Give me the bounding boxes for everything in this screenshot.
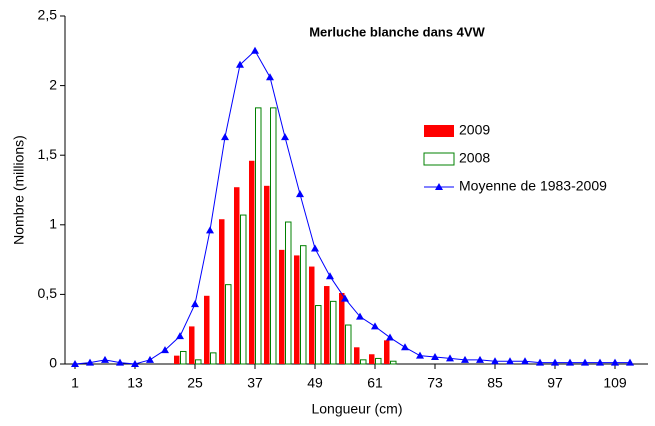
- line: [74, 50, 630, 365]
- marker: [191, 300, 199, 308]
- marker: [281, 133, 289, 141]
- marker: [371, 322, 379, 330]
- bar: [210, 352, 217, 365]
- bar: [255, 107, 262, 365]
- chart-title: Merluche blanche dans 4VW: [309, 24, 485, 39]
- bar: [249, 160, 255, 364]
- marker: [356, 312, 364, 320]
- bar: [369, 354, 375, 364]
- marker: [176, 332, 184, 340]
- x-tick-label: 61: [367, 375, 383, 391]
- bar: [330, 300, 337, 365]
- y-tick-label: 0,5: [38, 285, 58, 301]
- marker: [206, 226, 214, 234]
- marker: [86, 358, 94, 366]
- legend-label: Moyenne de 1983-2009: [459, 178, 607, 194]
- bar: [264, 185, 270, 364]
- marker: [416, 351, 424, 359]
- marker: [251, 46, 259, 54]
- bar: [189, 326, 195, 364]
- legend-swatch: [424, 125, 454, 137]
- x-tick-label: 37: [247, 375, 263, 391]
- y-tick-label: 1: [49, 216, 57, 232]
- bar: [180, 350, 187, 365]
- marker: [311, 244, 319, 252]
- bar: [390, 360, 397, 365]
- marker: [626, 358, 634, 366]
- legend-label: 2008: [459, 150, 490, 166]
- x-tick-label: 85: [487, 375, 503, 391]
- bar: [195, 359, 202, 365]
- x-tick-label: 13: [127, 375, 143, 391]
- marker: [566, 358, 574, 366]
- marker: [551, 358, 559, 366]
- marker: [266, 73, 274, 81]
- x-tick-label: 97: [547, 375, 563, 391]
- marker: [221, 133, 229, 141]
- marker: [491, 357, 499, 365]
- marker: [476, 355, 484, 363]
- bar: [219, 219, 225, 364]
- bar: [315, 305, 322, 365]
- marker: [611, 358, 619, 366]
- marker: [386, 333, 394, 341]
- bar: [300, 245, 307, 365]
- bar: [384, 340, 390, 364]
- marker: [581, 358, 589, 366]
- marker: [131, 360, 139, 367]
- marker: [341, 294, 349, 302]
- y-tick-label: 1,5: [38, 146, 58, 162]
- y-tick-label: 0: [49, 355, 57, 371]
- bar: [339, 293, 345, 364]
- bar: [360, 359, 367, 365]
- marker: [296, 190, 304, 198]
- marker: [431, 353, 439, 361]
- bar: [294, 255, 300, 364]
- legend-marker: [435, 183, 443, 190]
- marker: [161, 346, 169, 354]
- marker: [101, 355, 109, 363]
- x-tick-label: 73: [427, 375, 443, 391]
- marker: [536, 358, 544, 366]
- marker: [116, 358, 124, 366]
- marker: [596, 358, 604, 366]
- marker: [326, 272, 334, 280]
- y-tick-label: 2,5: [38, 7, 58, 23]
- bar: [354, 347, 360, 364]
- bar: [324, 286, 330, 364]
- bar: [285, 221, 292, 365]
- bar: [225, 284, 232, 365]
- x-tick-label: 49: [307, 375, 323, 391]
- marker: [146, 355, 154, 363]
- bar: [174, 355, 180, 364]
- bar: [279, 249, 285, 364]
- x-tick-label: 1: [71, 375, 79, 391]
- bar: [309, 266, 315, 364]
- bar: [345, 324, 352, 365]
- bar: [240, 214, 247, 365]
- x-tick-label: 109: [603, 375, 627, 391]
- marker: [401, 343, 409, 351]
- marker: [461, 355, 469, 363]
- marker: [446, 354, 454, 362]
- marker: [236, 60, 244, 68]
- bar: [270, 107, 277, 365]
- bar: [204, 295, 210, 364]
- legend-swatch: [423, 152, 455, 166]
- x-tick-label: 25: [187, 375, 203, 391]
- marker: [521, 357, 529, 365]
- legend-label: 2009: [459, 122, 490, 138]
- marker: [71, 360, 79, 367]
- y-axis-label: Nombre (millions): [11, 135, 27, 245]
- y-tick-label: 2: [49, 76, 57, 92]
- x-axis-label: Longueur (cm): [311, 401, 402, 417]
- bar: [375, 357, 382, 365]
- bar: [234, 187, 240, 364]
- marker: [506, 357, 514, 365]
